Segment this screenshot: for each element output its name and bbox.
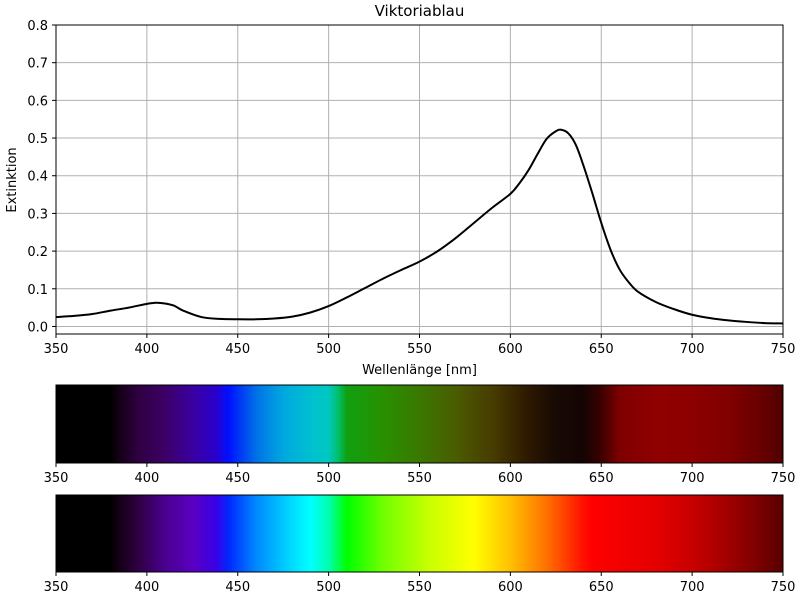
bar-tick-label: 600	[498, 580, 523, 595]
plot-area: Viktoriablau 350 400 450 500 550 600 650 700 750…	[5, 2, 795, 378]
bar-tick-label: 500	[316, 580, 341, 595]
bar-tick-label: 450	[225, 471, 250, 486]
x-tick-label: 550	[407, 342, 432, 357]
y-axis: 0.0 0.1 0.2 0.3 0.4 0.5 0.6 0.7 0.8	[27, 19, 56, 335]
bar-tick-label: 650	[589, 471, 614, 486]
y-tick-label: 0.0	[27, 320, 48, 335]
y-tick-label: 0.8	[27, 19, 48, 34]
bar-tick-label: 700	[680, 471, 705, 486]
x-tick-label: 450	[225, 342, 250, 357]
bar-tick-label: 550	[407, 580, 432, 595]
visible-spectrum-bar-fill	[56, 495, 783, 572]
bar-tick-label: 750	[771, 471, 796, 486]
x-axis: 350 400 450 500 550 600 650 700 750	[44, 334, 796, 357]
x-tick-label: 600	[498, 342, 523, 357]
x-tick-label: 750	[771, 342, 796, 357]
transmitted-color-bar: 350 400 450 500 550 600 650 700 750	[44, 384, 796, 486]
y-tick-label: 0.4	[27, 170, 48, 185]
bar-tick-label: 650	[589, 580, 614, 595]
bar-tick-label: 550	[407, 471, 432, 486]
y-tick-label: 0.1	[27, 283, 48, 298]
bar-tick-label: 500	[316, 471, 341, 486]
bar-tick-label: 400	[134, 580, 159, 595]
bar-tick-label: 750	[771, 580, 796, 595]
bar-tick-label: 400	[134, 471, 159, 486]
bar-tick-label: 350	[44, 580, 69, 595]
transmitted-color-bar-fill	[56, 385, 783, 463]
x-tick-label: 500	[316, 342, 341, 357]
x-tick-label: 700	[680, 342, 705, 357]
grid	[55, 24, 784, 334]
series-layer	[55, 128, 784, 325]
series-line-0	[55, 128, 784, 325]
x-tick-label: 350	[44, 342, 69, 357]
visible-spectrum-bar: 350 400 450 500 550 600 650 700 750	[44, 494, 796, 595]
y-tick-label: 0.3	[27, 207, 48, 222]
bar-tick-label: 350	[44, 471, 69, 486]
x-tick-label: 400	[134, 342, 159, 357]
x-tick-label: 650	[589, 342, 614, 357]
y-tick-label: 0.7	[27, 57, 48, 72]
bar-tick-label: 450	[225, 580, 250, 595]
y-axis-label: Extinktion	[5, 147, 20, 212]
x-axis-label: Wellenlänge [nm]	[362, 363, 477, 378]
y-tick-label: 0.5	[27, 132, 48, 147]
y-tick-label: 0.6	[27, 94, 48, 109]
bar-tick-label: 700	[680, 580, 705, 595]
bar-tick-label: 600	[498, 471, 523, 486]
y-tick-label: 0.2	[27, 245, 48, 260]
chart-title: Viktoriablau	[375, 2, 465, 20]
